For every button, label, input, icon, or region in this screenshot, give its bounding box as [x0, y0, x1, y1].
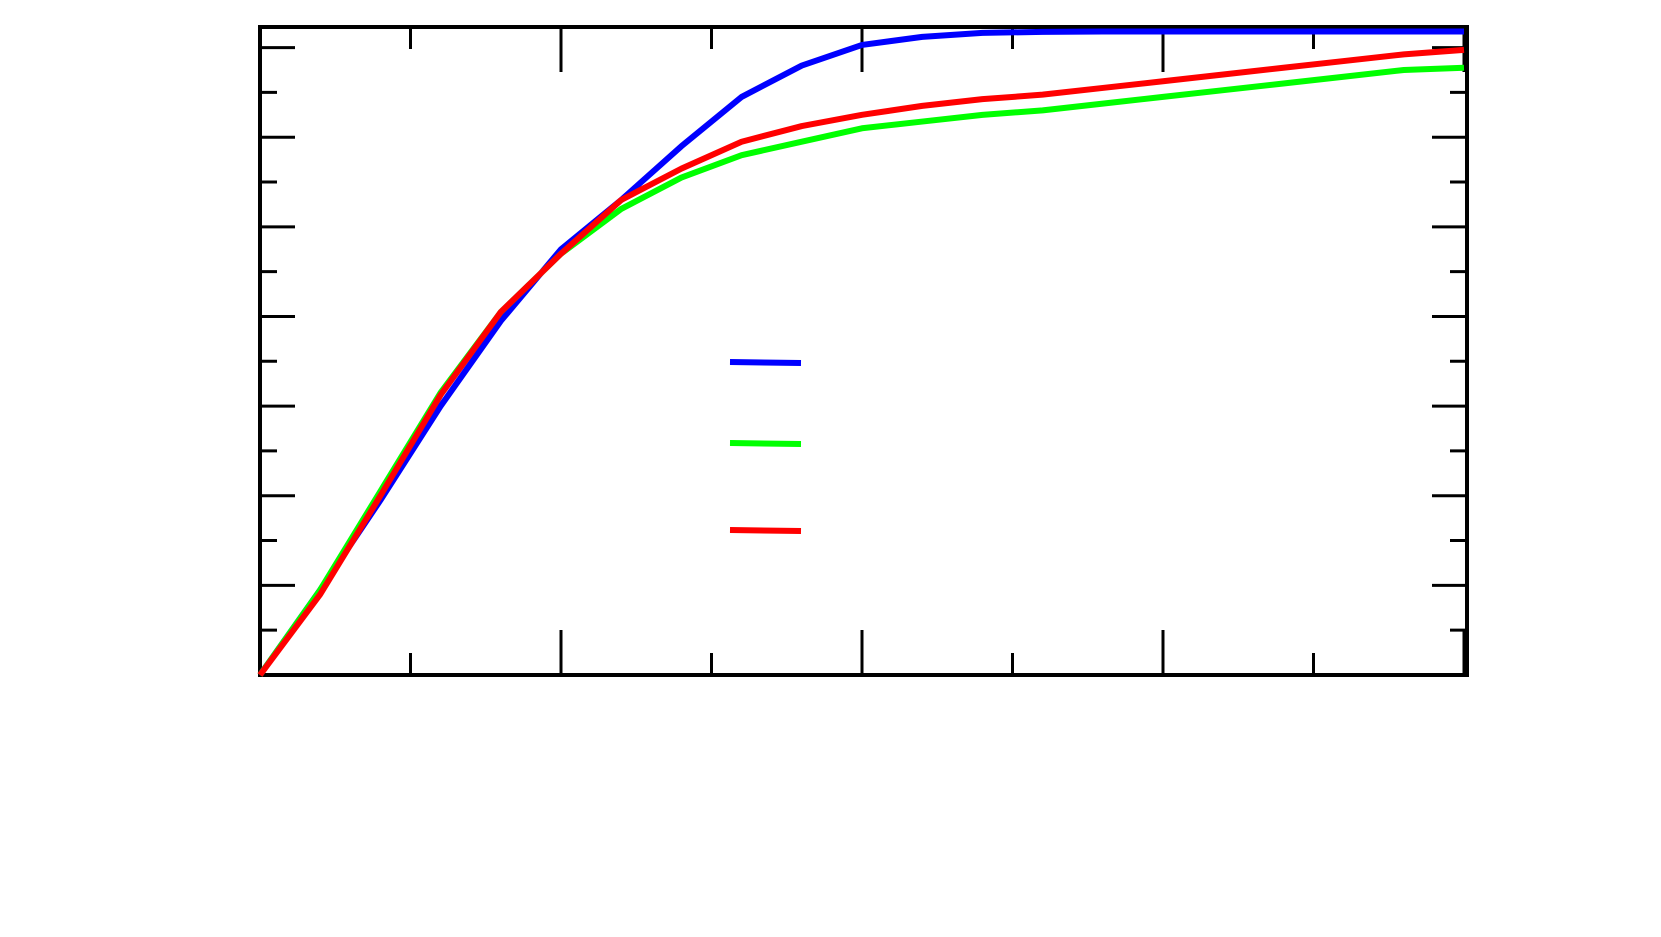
legend-swatch [729, 527, 802, 534]
series-line [257, 28, 1464, 677]
legend-swatch [729, 440, 802, 447]
series-line [257, 64, 1465, 677]
plot-frame [258, 25, 1469, 677]
series-line [257, 46, 1465, 677]
legend-swatch [729, 359, 802, 366]
